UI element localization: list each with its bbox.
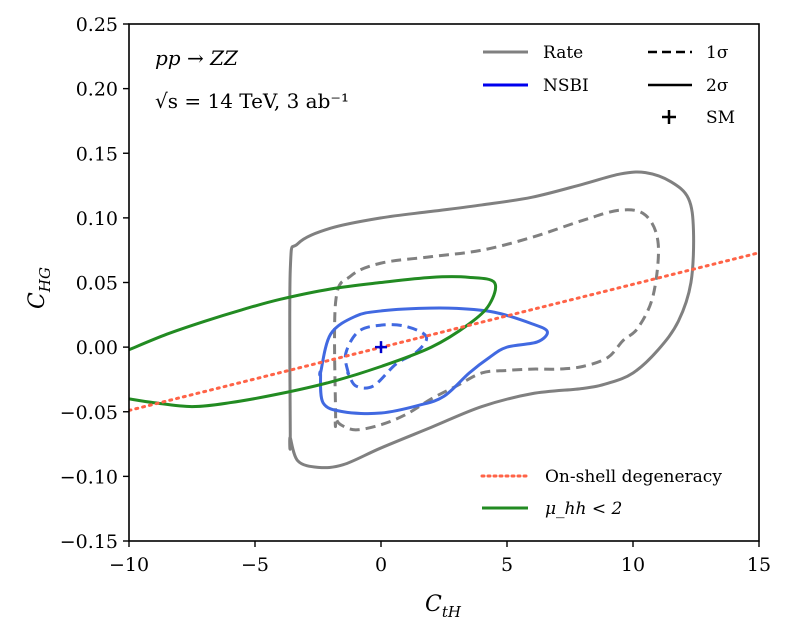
x-tick-label: 0 — [375, 554, 387, 576]
y-tick-label: 0.00 — [76, 337, 118, 359]
contour-layer — [129, 170, 759, 470]
x-tick-label: 15 — [747, 554, 771, 576]
y-tick-label: 0.05 — [76, 273, 118, 295]
legend-nsbi-label: NSBI — [543, 76, 589, 96]
degeneracy-line — [129, 251, 759, 412]
y-tick-label: 0.25 — [76, 14, 118, 36]
nsbi-1sigma-contour — [343, 323, 429, 390]
legend-sm-marker — [662, 110, 676, 124]
x-axis-ticks: −10 −5 0 5 10 15 — [109, 541, 771, 576]
legend-2sigma-label: 2σ — [706, 76, 729, 96]
x-tick-label: −10 — [109, 554, 149, 576]
mu-hh-contour — [129, 275, 498, 409]
legend-1sigma-label: 1σ — [706, 43, 729, 63]
legend-muhh-label: μ_hh < 2 — [545, 499, 622, 519]
x-tick-label: 10 — [621, 554, 645, 576]
y-tick-label: 0.10 — [76, 208, 118, 230]
y-tick-label: −0.10 — [60, 466, 118, 488]
energy-annotation: √s = 14 TeV, 3 ab⁻¹ — [155, 89, 349, 113]
y-tick-label: 0.15 — [76, 143, 118, 165]
y-axis-ticks: −0.15 −0.10 −0.05 0.00 0.05 0.10 0.15 0.20 0.25 — [60, 14, 129, 553]
legend-degeneracy-label: On-shell degeneracy — [545, 467, 722, 487]
y-tick-label: 0.20 — [76, 79, 118, 101]
rate-1sigma-contour — [333, 208, 660, 432]
nsbi-2sigma-contour — [318, 306, 549, 416]
legend-rate-label: Rate — [543, 43, 583, 63]
y-tick-label: −0.15 — [60, 531, 118, 553]
rate-2sigma-contour — [288, 170, 696, 470]
x-tick-label: −5 — [241, 554, 269, 576]
x-tick-label: 5 — [501, 554, 513, 576]
legend-sm-label: SM — [706, 108, 735, 128]
sm-marker — [375, 341, 387, 354]
process-annotation: pp → ZZ — [155, 46, 239, 70]
legend: Rate NSBI 1σ 2σ SM On-shell degeneracy μ… — [480, 43, 735, 519]
y-tick-label: −0.05 — [60, 402, 118, 424]
